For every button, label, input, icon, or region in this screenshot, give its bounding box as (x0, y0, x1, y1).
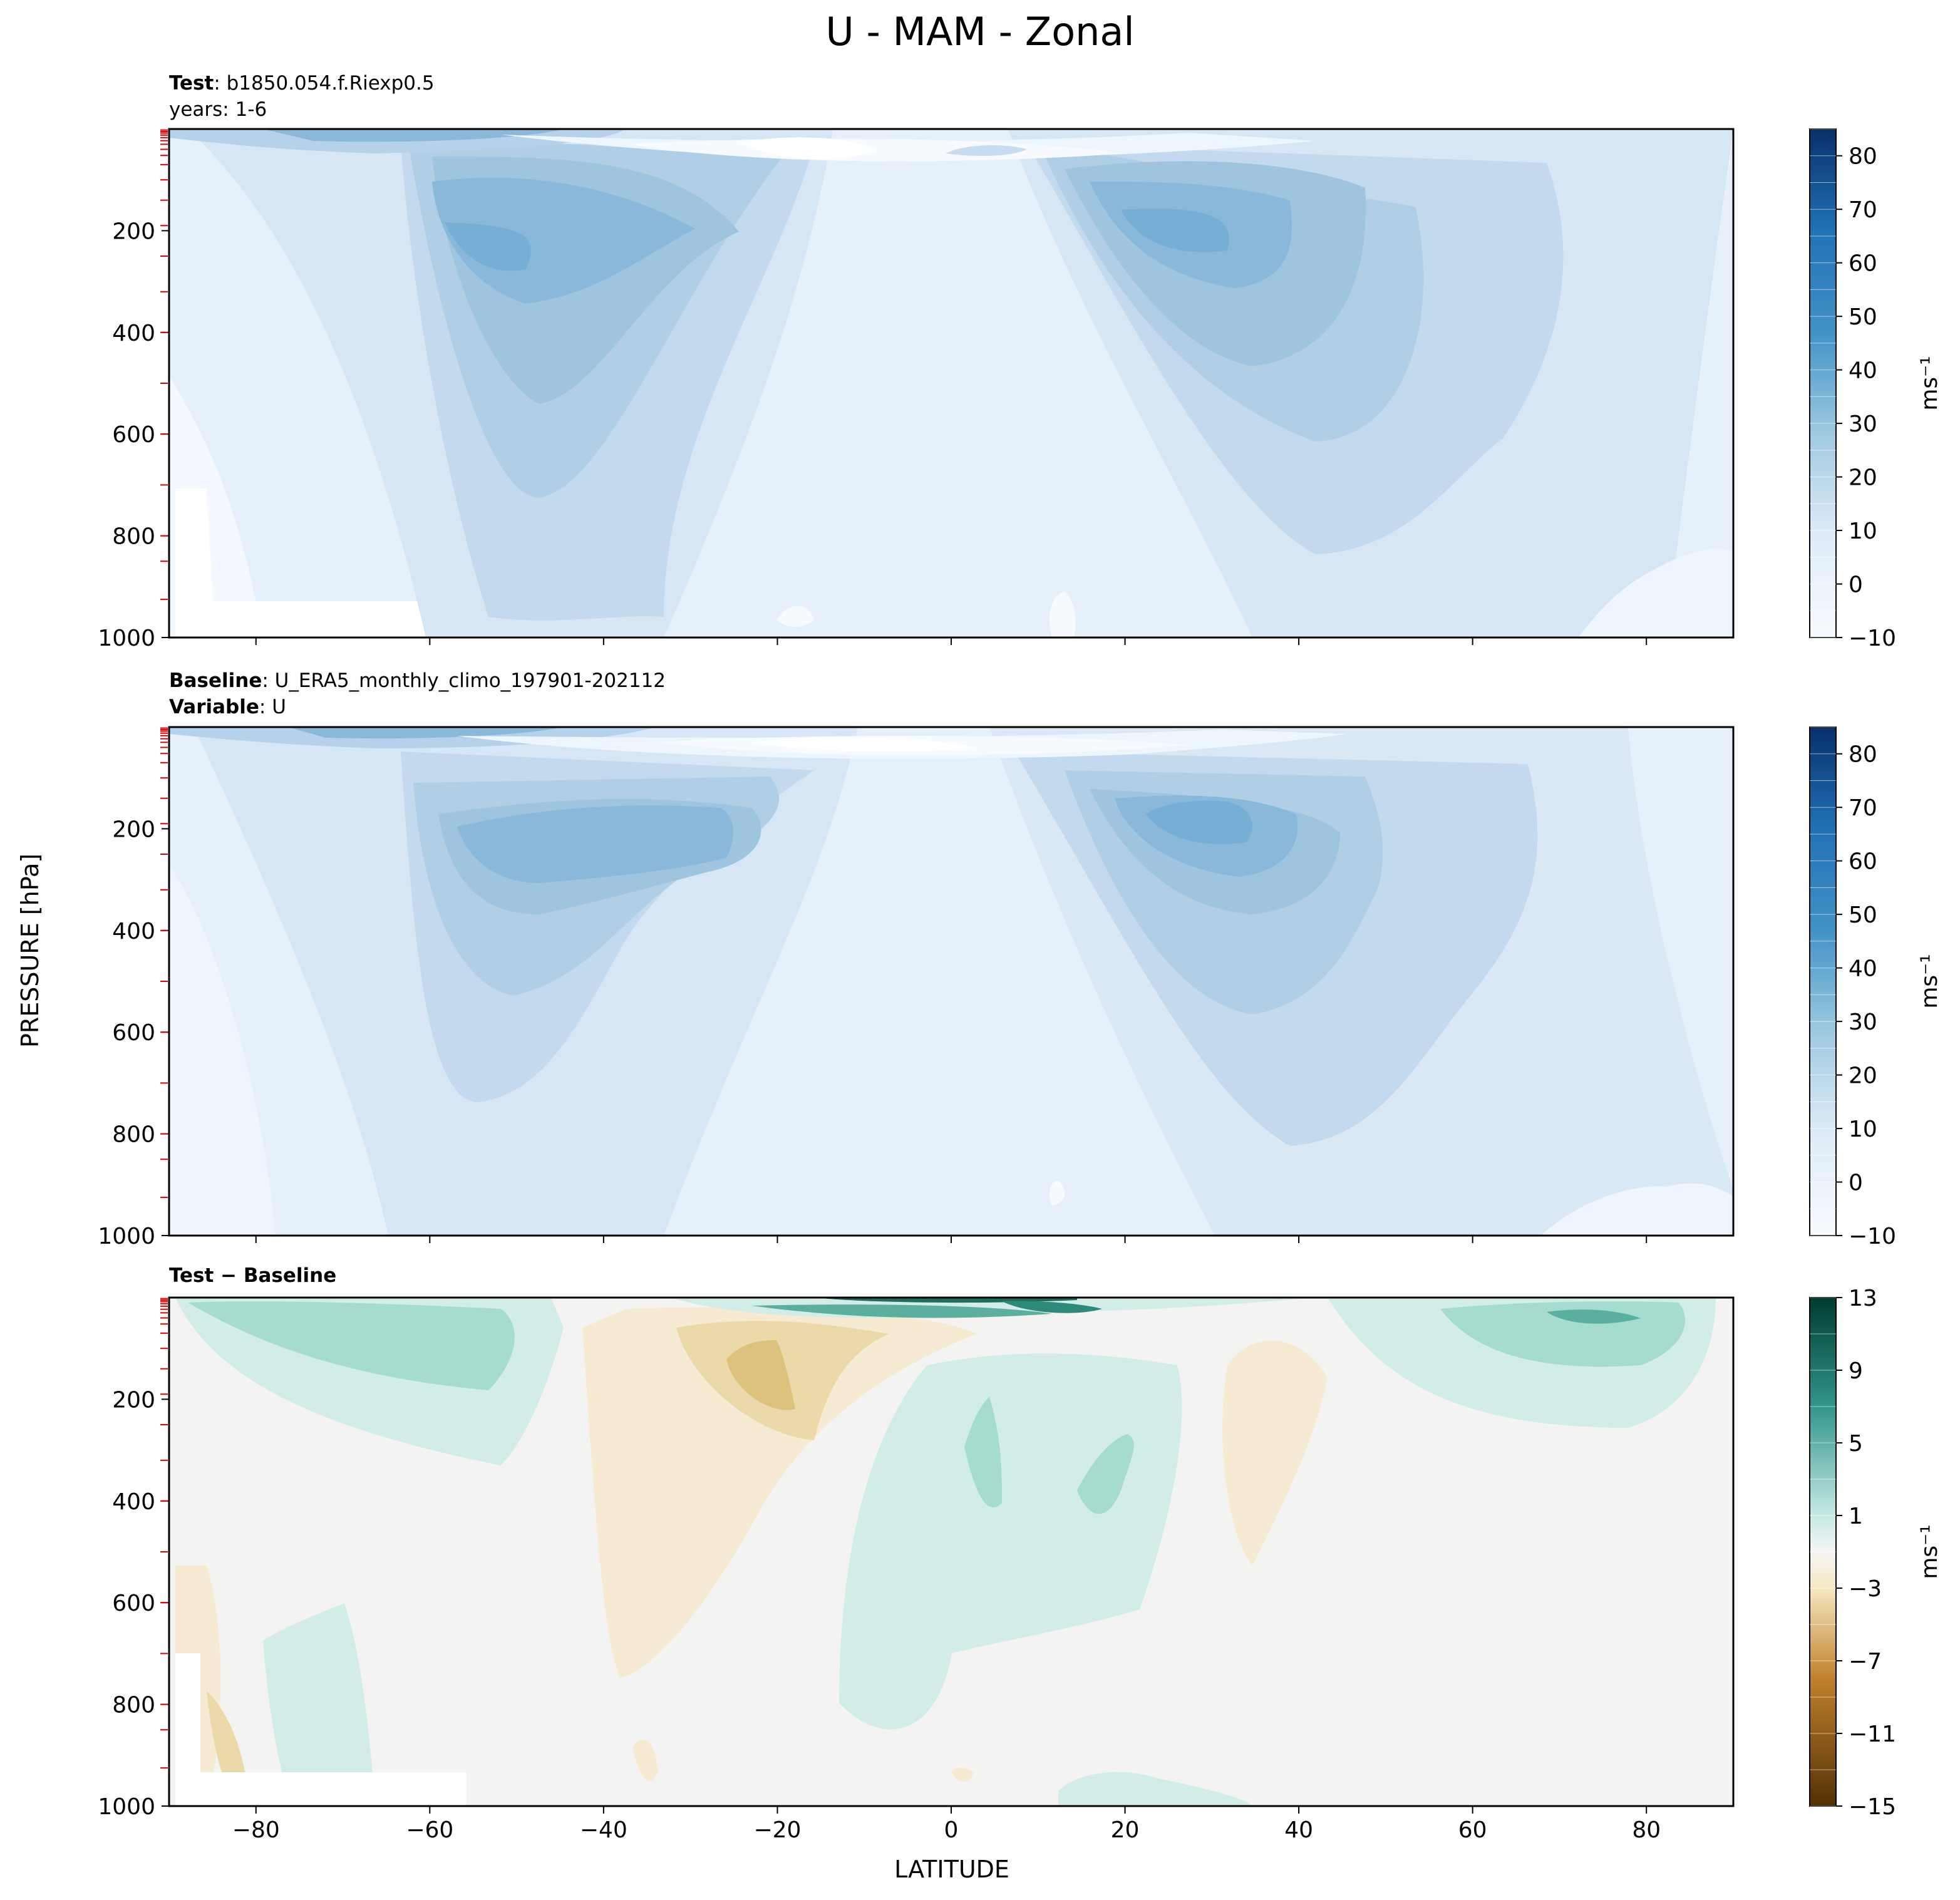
colorbar-tick-label: 20 (1849, 465, 1877, 491)
x-tick-label: 0 (944, 1817, 959, 1843)
colorbar-unit-label: ms⁻¹ (1917, 1524, 1942, 1579)
x-tick-label: 60 (1458, 1817, 1487, 1843)
y-tick-label: 600 (112, 1591, 155, 1616)
colorbar-tick-label: 13 (1849, 1286, 1877, 1311)
colorbar-tick-label: 10 (1849, 519, 1877, 544)
colorbar-tick-label: 1 (1849, 1504, 1863, 1529)
colorbar-tick-label: 80 (1849, 144, 1877, 170)
colorbar-tick-label: 40 (1849, 358, 1877, 384)
panel-baseline (168, 726, 1735, 1237)
panel-test-header: Test: b1850.054.f.Riexp0.5 years: 1-6 (169, 72, 435, 121)
y-tick-label: 1000 (98, 1224, 155, 1249)
colorbar-tick-label: 60 (1849, 849, 1877, 875)
y-tick-label: 400 (112, 1489, 155, 1515)
x-tick-label: −80 (232, 1817, 280, 1843)
y-tick-label: 600 (112, 422, 155, 448)
y-tick-label: 1000 (98, 626, 155, 651)
y-tick-label: 800 (112, 1122, 155, 1148)
colorbar-unit-label: ms⁻¹ (1917, 954, 1942, 1008)
colorbar-tick-label: 50 (1849, 902, 1877, 928)
x-axis-label: LATITUDE (894, 1856, 1009, 1883)
colorbar-tick-label: −10 (1849, 626, 1896, 651)
figure-title: U - MAM - Zonal (825, 9, 1135, 54)
colorbar-tick-label: −10 (1849, 1224, 1896, 1249)
colorbar-tick-label: −3 (1849, 1576, 1882, 1602)
panel-test-contours (169, 129, 1733, 638)
colorbar-tick-label: 5 (1849, 1431, 1863, 1457)
y-tick-label: 1000 (98, 1794, 155, 1820)
colorbar-tick-label: 0 (1849, 1170, 1863, 1196)
x-tick-label: −60 (406, 1817, 453, 1843)
colorbar-tick-label: −11 (1849, 1722, 1896, 1747)
colorbar-tick-label: 30 (1849, 1009, 1877, 1035)
colorbar-tick-label: 80 (1849, 742, 1877, 768)
x-tick-label: 80 (1632, 1817, 1661, 1843)
colorbar-unit-label: ms⁻¹ (1917, 356, 1942, 410)
panel-diff-contours (175, 1298, 1716, 1806)
x-tick-label: −40 (580, 1817, 627, 1843)
x-tick-label: −20 (753, 1817, 801, 1843)
panel-baseline-contours (169, 727, 1733, 1236)
panel-diff (168, 1296, 1735, 1807)
panel-baseline-header: Baseline: U_ERA5_monthly_climo_197901-20… (169, 669, 666, 718)
y-tick-label: 200 (112, 219, 155, 244)
y-tick-label: 400 (112, 321, 155, 346)
colorbar-test (1809, 128, 1837, 638)
colorbar-tick-label: −15 (1849, 1794, 1896, 1820)
colorbar-tick-label: 70 (1849, 795, 1877, 821)
x-tick-label: 40 (1284, 1817, 1313, 1843)
colorbar-tick-label: 10 (1849, 1117, 1877, 1142)
colorbar-tick-label: 9 (1849, 1358, 1863, 1384)
colorbar-tick-label: 60 (1849, 251, 1877, 277)
colorbar-tick-label: 30 (1849, 411, 1877, 437)
colorbar-tick-label: 70 (1849, 197, 1877, 223)
colorbar-tick-label: 20 (1849, 1063, 1877, 1089)
panel-test (168, 128, 1735, 639)
y-tick-label: 200 (112, 817, 155, 842)
y-tick-label: 800 (112, 1693, 155, 1718)
y-tick-label: 200 (112, 1387, 155, 1413)
y-tick-label: 600 (112, 1020, 155, 1046)
y-tick-label: 400 (112, 919, 155, 944)
colorbar-baseline (1809, 726, 1837, 1236)
panel-diff-header: Test − Baseline (169, 1264, 337, 1287)
colorbar-tick-label: 40 (1849, 956, 1877, 982)
y-tick-label: 800 (112, 524, 155, 550)
colorbar-tick-label: −7 (1849, 1649, 1882, 1675)
colorbar-tick-label: 0 (1849, 572, 1863, 598)
colorbar-tick-label: 50 (1849, 304, 1877, 330)
x-tick-label: 20 (1111, 1817, 1140, 1843)
